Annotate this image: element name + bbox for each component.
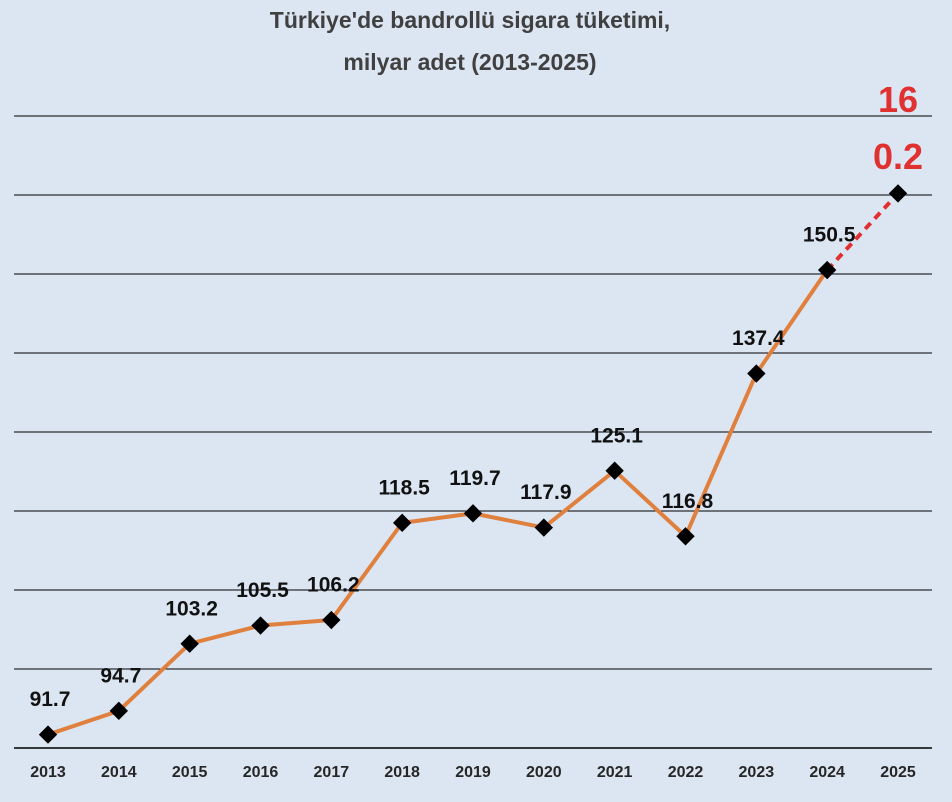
marker (534, 518, 554, 537)
marker (463, 504, 483, 523)
value-label: 118.5 (378, 476, 430, 499)
x-tick-label: 2015 (172, 764, 208, 781)
marker (676, 527, 695, 546)
value-label: 150.5 (803, 224, 856, 247)
x-tick-label: 2018 (384, 764, 420, 781)
x-tick-label: 2022 (668, 764, 704, 781)
projected-segment (825, 192, 900, 272)
line-series (47, 268, 829, 737)
x-tick-label: 2019 (455, 764, 491, 781)
marker (38, 725, 58, 744)
value-label: 105.5 (236, 579, 289, 602)
value-label: 106.2 (307, 574, 360, 597)
value-label: 137.4 (732, 327, 785, 350)
value-label: 103.2 (165, 597, 218, 620)
value-label: 125.1 (590, 424, 643, 447)
x-tick-label: 2025 (880, 764, 916, 781)
projected-value-label: 160.2 (872, 79, 924, 178)
marker (251, 616, 270, 635)
x-tick-label: 2020 (526, 764, 562, 781)
marker (180, 634, 199, 653)
x-tick-label: 2021 (597, 764, 633, 781)
chart-subtitle: milyar adet (2013-2025) (343, 49, 596, 75)
x-tick-label: 2023 (739, 764, 775, 781)
marker (605, 461, 624, 480)
value-label: 119.7 (449, 467, 500, 490)
x-tick-label: 2024 (809, 764, 845, 781)
marker (109, 701, 129, 721)
x-tick-label: 2016 (243, 764, 279, 781)
marker (817, 260, 837, 280)
chart-title: Türkiye'de bandrollü sigara tüketimi, (270, 7, 670, 33)
value-label: 117.9 (520, 481, 571, 504)
value-label: 94.7 (100, 664, 141, 687)
x-tick-label: 2014 (101, 764, 137, 781)
marker (747, 364, 766, 383)
marker (888, 184, 908, 203)
value-label: 116.8 (662, 490, 714, 513)
x-tick-label: 2017 (314, 764, 350, 781)
x-tick-label: 2013 (30, 764, 66, 781)
marker (322, 610, 341, 630)
value-label: 91.7 (30, 688, 71, 711)
marker (392, 513, 412, 533)
